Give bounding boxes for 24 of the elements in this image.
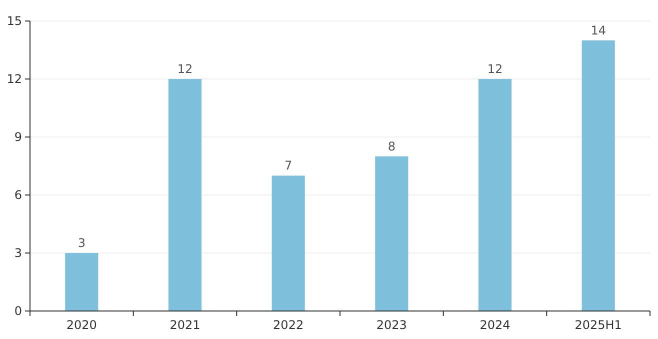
x-tick-label: 2021 bbox=[170, 318, 200, 332]
x-tick-label: 2023 bbox=[376, 318, 407, 332]
y-tick-label: 15 bbox=[6, 14, 22, 28]
data-label: 12 bbox=[487, 62, 503, 76]
y-tick-label: 6 bbox=[14, 188, 22, 202]
y-tick-label: 3 bbox=[14, 246, 22, 260]
data-label: 12 bbox=[177, 62, 193, 76]
x-tick-label: 2020 bbox=[66, 318, 97, 332]
data-label: 3 bbox=[78, 236, 86, 250]
bar bbox=[478, 79, 512, 311]
bar bbox=[168, 79, 202, 311]
y-tick-label: 0 bbox=[14, 304, 22, 318]
data-label: 7 bbox=[284, 158, 292, 173]
bar bbox=[375, 156, 408, 311]
x-tick-label: 2024 bbox=[480, 318, 510, 332]
y-tick-label: 12 bbox=[6, 72, 22, 86]
x-tick-label: 2025H1 bbox=[574, 318, 622, 332]
data-label: 14 bbox=[590, 23, 606, 38]
bar bbox=[582, 40, 615, 311]
bar bbox=[65, 253, 98, 311]
y-tick-label: 9 bbox=[14, 130, 22, 144]
bar bbox=[272, 176, 305, 311]
data-label: 8 bbox=[388, 139, 396, 154]
x-tick-label: 2022 bbox=[273, 318, 304, 332]
